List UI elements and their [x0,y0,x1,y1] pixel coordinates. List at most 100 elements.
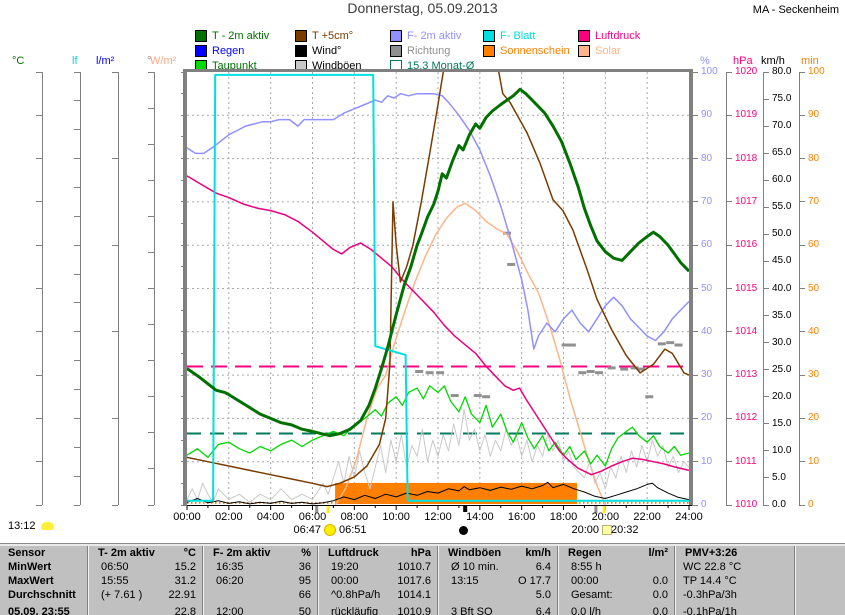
sunrise-start-label: 06:47 [293,524,321,536]
new-moon-icon [459,526,468,535]
table-cell-value: 15.2 [174,561,196,573]
axis-tick [692,417,698,419]
axis-tick [148,215,154,217]
table-col-unit: % [301,547,311,559]
table-cell-text: 13:15 [451,575,479,587]
axis-tick [74,389,80,391]
axis-tick [74,129,80,131]
legend-item-f-blatt[interactable]: F- Blatt [483,30,535,42]
sunset-start-label: 20:00 [571,524,599,536]
axis-tick [692,114,698,116]
axis-tick-label: 1012 [735,412,758,424]
legend-item-regen[interactable]: Regen [195,45,244,57]
axis-tick [763,260,769,262]
axis-tick-label: 50.0 [772,228,792,240]
legend-item-luftdruck[interactable]: Luftdruck [578,30,640,42]
axis-tick [692,461,698,463]
axis-tick [148,468,154,470]
table-cell-text: 06:50 [101,561,129,573]
axis-tick [799,417,805,419]
axis-tick-label: 70 [701,195,713,207]
page-title: Donnerstag, 05.09.2013 [347,0,498,16]
axis-tick [148,360,154,362]
axis-tick [74,158,80,160]
axis-tick-label: 1017 [735,195,758,207]
x-axis-label: 00:00 [173,511,201,523]
axis-line [42,72,43,505]
table-cell-text: 15:55 [101,575,129,587]
axis-tick [181,482,187,484]
table-col-name: F- 2m aktiv [213,547,271,559]
axis-header-: ° [147,55,152,67]
x-axis-label: 14:00 [466,511,494,523]
axis-tick [36,288,42,289]
axis-tick [74,302,80,304]
axis-tick-label: 100 [808,66,825,77]
axis-tick [726,71,732,73]
table-cell-value: 0.0 [652,589,668,601]
axis-tick [726,417,732,419]
legend-item-solar[interactable]: Solar [578,45,621,57]
legend-item-t-5cm-[interactable]: T +5cm° [295,30,353,42]
axis-tick-label: 80 [701,152,713,164]
table-cell-text: 00:00 [331,575,359,587]
axis-tick [726,374,732,376]
table-cell-text: TP 14.4 °C [683,575,737,587]
table-cell-value: 22.8 [174,606,196,615]
axis-tick [36,71,42,73]
axis-tick [763,315,769,317]
axis-tick-label: 1019 [735,109,758,121]
axis-tick [74,215,80,217]
table-cell-value: 36 [298,561,311,573]
axis-tick-label: 1010 [735,499,758,510]
legend-label: Luftdruck [595,30,641,42]
axis-tick-label: 40.0 [772,282,792,294]
legend-item-f-2m-aktiv[interactable]: F- 2m aktiv [390,30,461,42]
axis-tick [36,114,42,116]
x-axis-label: 22:00 [633,511,661,523]
axis-tick [763,98,769,100]
axis-line [118,72,119,505]
axis-tick-label: 40 [701,325,713,337]
axis-tick [36,461,42,463]
legend-item-richtung[interactable]: Richtung [390,45,450,57]
axis-tick-label: 1014 [735,325,758,337]
axis-tick [148,107,154,109]
axis-tick [74,273,80,275]
table-cell-value: 1014.1 [397,589,431,601]
axis-tick-label: 10 [701,455,713,467]
moonrise-label: 13:12 [8,520,36,532]
table-divider [557,546,558,615]
legend-swatch [295,45,307,57]
table-corner-label: Sensor [8,547,46,559]
sunset-icon [602,525,612,535]
table-cell-text: 0.0 l/h [571,606,601,615]
legend-label: Regen [212,45,245,57]
table-row-label: 05.09. 23:55 [8,606,70,615]
legend-item-wind-[interactable]: Wind° [295,45,341,57]
axis-tick [181,331,187,333]
axis-tick [36,158,42,160]
legend-label: F- 2m aktiv [407,30,462,42]
axis-tick-label: 40 [808,325,820,337]
axis-tick [148,504,154,506]
legend-item-sonnenschein[interactable]: Sonnenschein [483,45,570,57]
axis-tick-label: 30 [701,369,713,381]
axis-tick [148,179,154,181]
axis-header-kmh: km/h [761,55,785,67]
table-col-name: Regen [568,547,602,559]
axis-tick-label: 1015 [735,282,758,294]
axis-tick [181,288,187,289]
axis-tick [799,114,805,116]
table-cell-text: 16:35 [216,561,244,573]
axis-tick [763,423,769,425]
legend-swatch [483,30,495,42]
table-cell-text: WC 22.8 °C [683,561,742,573]
axis-tick [799,201,805,203]
legend-item-t-2m-aktiv[interactable]: T - 2m aktiv [195,30,269,42]
moon-icon [40,522,54,530]
axis-tick-label: 50 [701,282,713,294]
axis-tick [181,158,187,160]
legend-swatch [390,45,402,57]
